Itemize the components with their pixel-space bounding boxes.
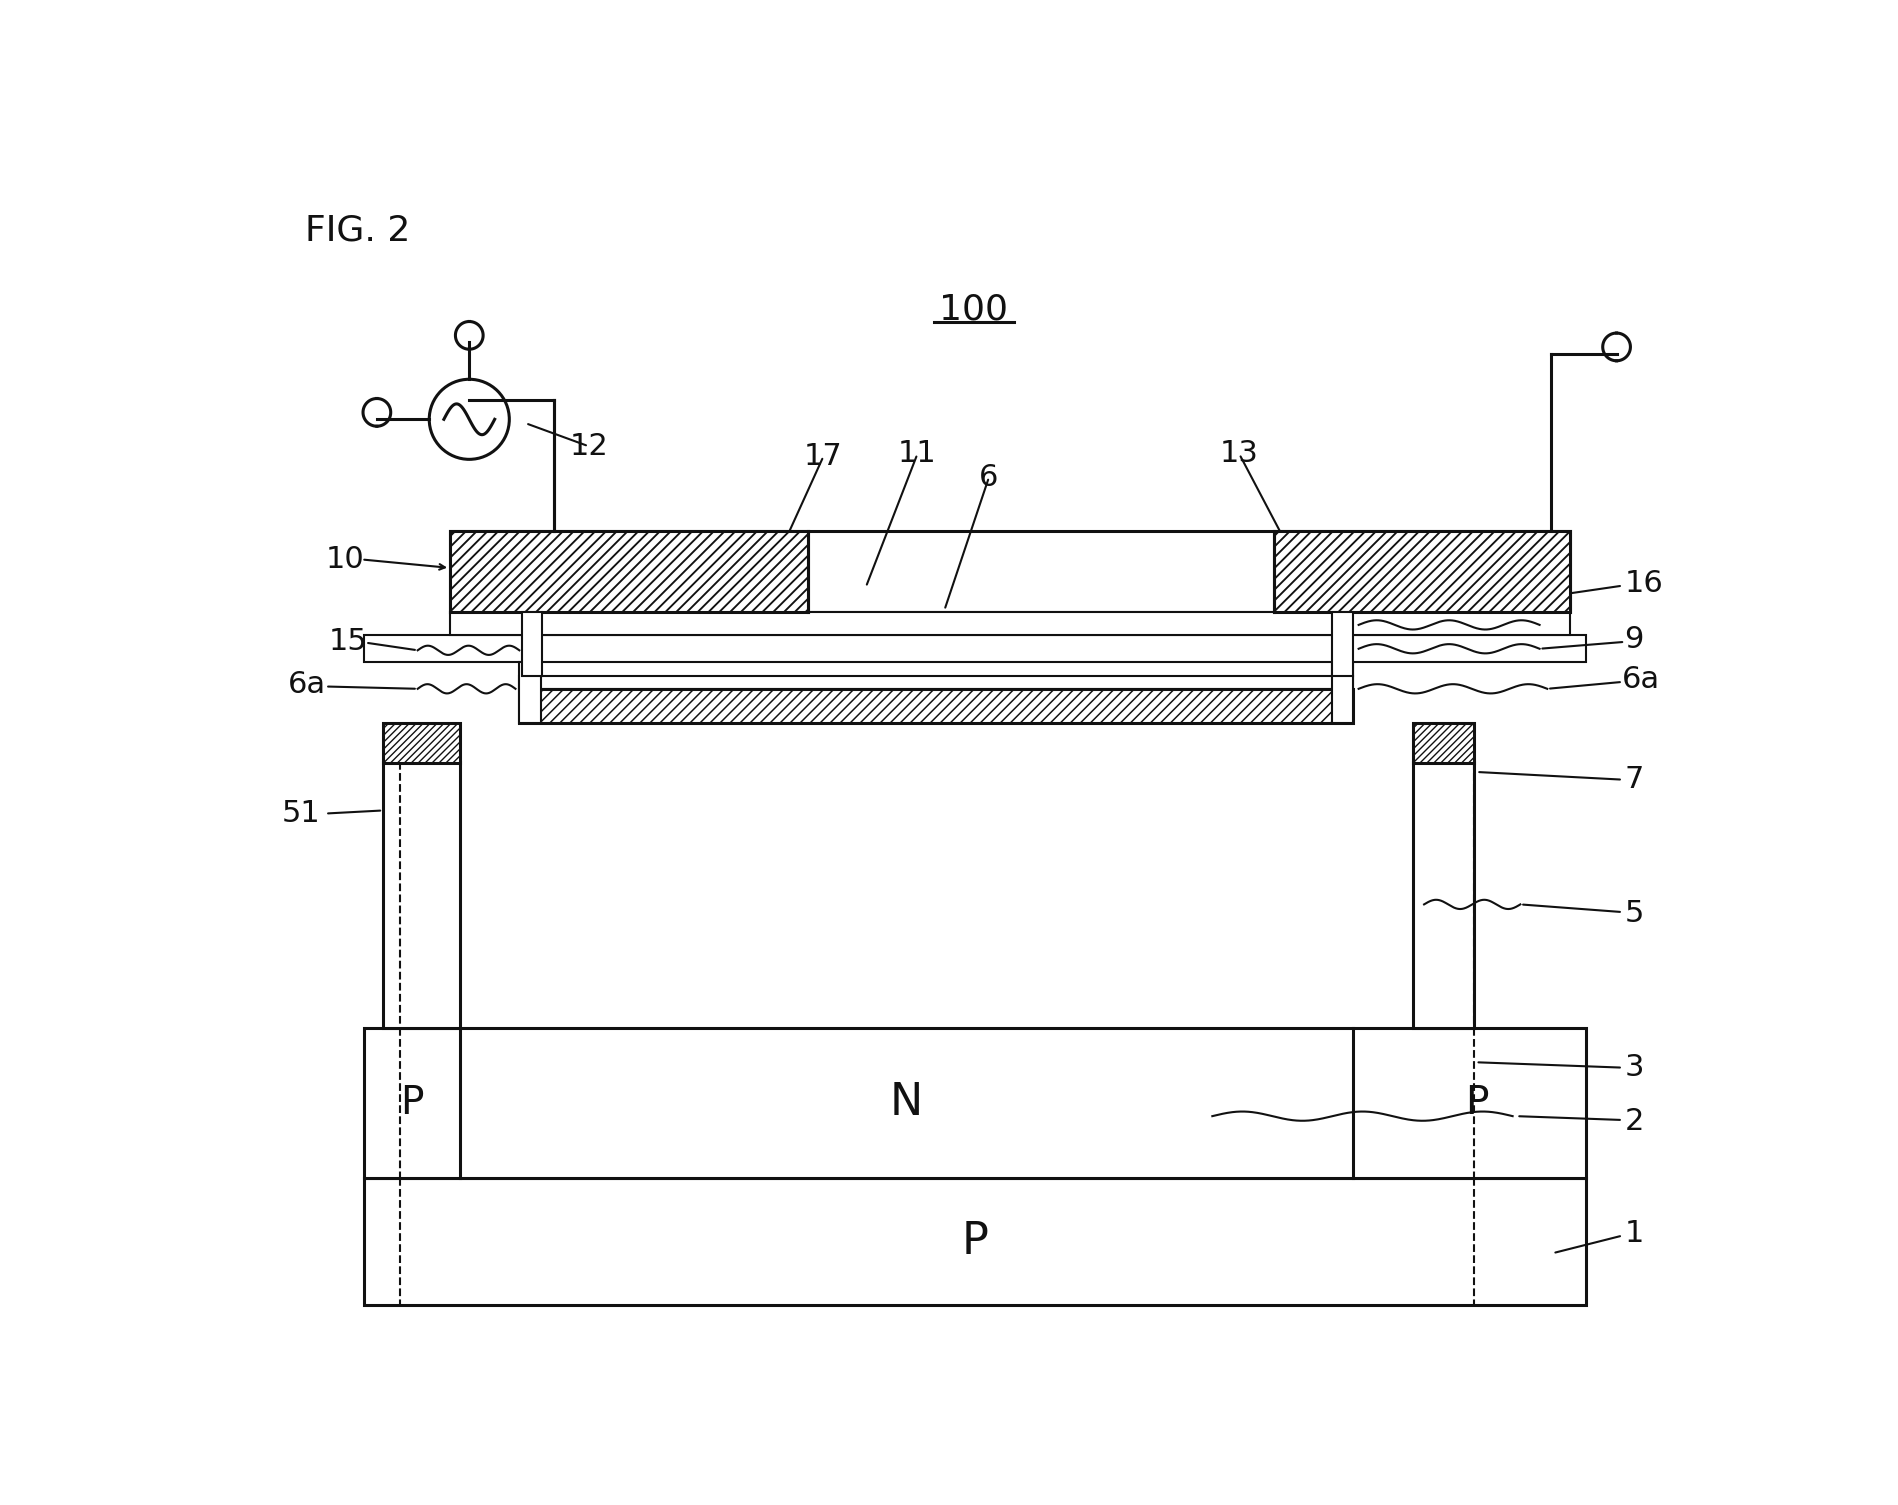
Bar	[1332, 613, 1353, 676]
Bar	[364, 635, 1585, 662]
Text: 13: 13	[1219, 439, 1258, 468]
Bar	[364, 1028, 1585, 1178]
Text: 17: 17	[803, 442, 843, 471]
Bar	[518, 662, 541, 724]
Text: 6a: 6a	[1621, 665, 1659, 694]
Bar	[1412, 724, 1473, 763]
Bar	[364, 1178, 1585, 1305]
Text: 2: 2	[1623, 1108, 1644, 1136]
Bar	[522, 613, 543, 676]
Text: 15: 15	[328, 626, 366, 656]
Text: 6: 6	[979, 462, 998, 492]
Bar	[450, 613, 1570, 635]
Text: 7: 7	[1623, 765, 1644, 795]
Text: 12: 12	[569, 432, 607, 461]
Text: P: P	[1465, 1084, 1488, 1121]
Text: 6a: 6a	[288, 670, 326, 700]
Text: P: P	[960, 1219, 987, 1263]
Bar	[1274, 531, 1570, 613]
Bar	[383, 724, 459, 763]
Bar	[518, 689, 1353, 724]
Bar	[1332, 662, 1353, 724]
Text: 9: 9	[1623, 625, 1644, 655]
Text: N: N	[890, 1081, 922, 1124]
Text: 11: 11	[898, 439, 936, 468]
Text: 100: 100	[940, 293, 1008, 327]
Text: 3: 3	[1623, 1054, 1644, 1082]
Text: FIG. 2: FIG. 2	[306, 214, 410, 248]
Text: 16: 16	[1623, 569, 1663, 597]
Text: 51: 51	[283, 799, 321, 828]
Bar	[450, 531, 1570, 613]
Text: P: P	[400, 1084, 423, 1121]
Text: 1: 1	[1623, 1219, 1644, 1249]
Bar	[383, 762, 459, 1028]
Bar	[1412, 762, 1473, 1028]
Bar	[518, 676, 1353, 689]
Text: 5: 5	[1623, 898, 1644, 929]
Text: 10: 10	[325, 545, 364, 573]
Bar	[450, 531, 809, 613]
